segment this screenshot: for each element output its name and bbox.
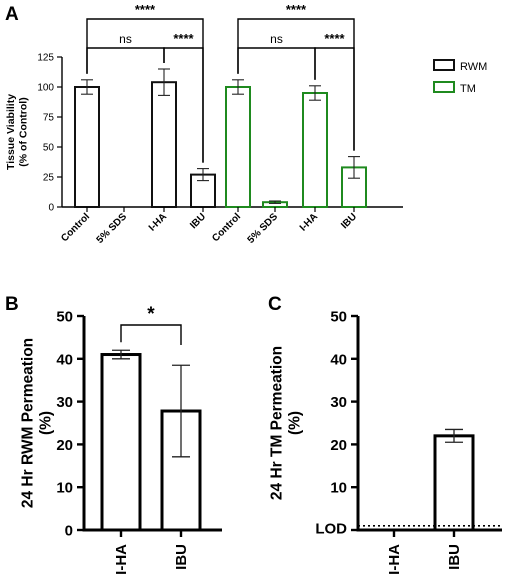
significance-bracket: ****: [314, 31, 355, 151]
x-tick-label: IBU: [446, 544, 463, 570]
error-bar: [232, 79, 244, 95]
error-bar: [445, 428, 463, 443]
y-tick-label: LOD: [315, 520, 347, 537]
significance-bracket-line: [86, 47, 165, 74]
significance-bracket-label: *: [147, 304, 155, 325]
x-tick-label: I-HA: [113, 544, 130, 575]
x-tick-label: IBU: [188, 211, 208, 231]
x-tick-label: Control: [210, 211, 243, 244]
y-tick-label: 30: [330, 394, 347, 411]
y-axis-label: Tissue Viability(% of Control): [5, 94, 29, 170]
x-tick-label: 5% SDS: [246, 211, 281, 246]
y-axis-label: 24 Hr TM Permeation(%): [268, 346, 303, 500]
error-bar: [158, 68, 170, 96]
bar: [100, 353, 142, 532]
significance-bracket: ****: [86, 2, 204, 163]
y-tick-label: 30: [56, 394, 73, 411]
y-tick-label: 25: [43, 173, 55, 184]
bar: [225, 86, 251, 208]
error-bar: [348, 156, 360, 179]
significance-bracket: ****: [237, 2, 355, 151]
significance-bracket-line: [237, 47, 316, 80]
y-tick-label: 40: [330, 351, 347, 368]
y-tick-label: 20: [56, 437, 73, 454]
significance-bracket-label: ****: [173, 31, 194, 46]
y-tick-label: 10: [330, 480, 347, 497]
y-tick-label: 0: [65, 523, 73, 540]
x-tick-label: IBU: [173, 544, 190, 570]
y-tick-label: 50: [43, 143, 55, 154]
y-axis-label: 24 Hr RWM Permeation(%): [19, 338, 54, 508]
significance-bracket-line: [163, 47, 204, 163]
panel-label-a: A: [5, 4, 19, 25]
panel-a-chart: 0 25 50 75 100 125 Tissue Viability(% of Contr…: [5, 2, 487, 246]
legend-label: TM: [460, 83, 476, 95]
significance-bracket-line: [314, 47, 355, 151]
significance-bracket-label: ns: [119, 32, 132, 46]
error-bar: [81, 79, 93, 95]
y-tick-label: 0: [48, 203, 54, 214]
bar: [151, 81, 177, 208]
legend-swatch: [433, 59, 455, 71]
significance-bracket-label: ****: [286, 2, 307, 17]
bar: [302, 92, 328, 208]
y-tick-label: 20: [330, 437, 347, 454]
significance-bracket-label: ****: [135, 2, 156, 17]
y-tick-label: 100: [37, 83, 54, 94]
error-bar: [269, 200, 281, 204]
y-tick-label: 50: [330, 309, 347, 326]
x-tick-label: IBU: [339, 211, 359, 231]
x-tick-label: I-HA: [386, 544, 403, 575]
significance-bracket-label: ns: [270, 32, 283, 46]
bar: [74, 86, 100, 208]
y-tick-label: 40: [56, 351, 73, 368]
y-tick-label: 75: [43, 113, 55, 124]
error-bar: [172, 364, 190, 458]
y-tick-label: 50: [56, 309, 73, 326]
panel-label-b: B: [5, 294, 19, 315]
significance-bracket: ns: [86, 32, 165, 74]
y-tick-label: 125: [37, 53, 54, 64]
significance-bracket: ns: [237, 32, 316, 80]
y-tick-label: 10: [56, 480, 73, 497]
x-tick-label: 5% SDS: [95, 211, 130, 246]
x-tick-label: I-HA: [298, 211, 320, 233]
x-tick-label: I-HA: [147, 211, 169, 233]
error-bar: [112, 349, 130, 360]
legend-swatch: [433, 81, 455, 93]
error-bar: [309, 85, 321, 101]
legend-label: RWM: [460, 61, 487, 73]
bar: [433, 434, 475, 532]
significance-bracket: ****: [163, 31, 204, 163]
legend: RWM TM: [433, 59, 487, 95]
error-bar: [197, 168, 209, 182]
panel-c-chart: LOD 10 20 30 40 50 24 Hr TM Permeation(%) I-HA I…: [268, 309, 502, 575]
significance-bracket-line: [120, 324, 182, 345]
significance-bracket-label: ****: [324, 31, 345, 46]
x-tick-label: Control: [59, 211, 92, 244]
panel-label-c: C: [268, 294, 282, 315]
significance-bracket: *: [120, 304, 182, 345]
